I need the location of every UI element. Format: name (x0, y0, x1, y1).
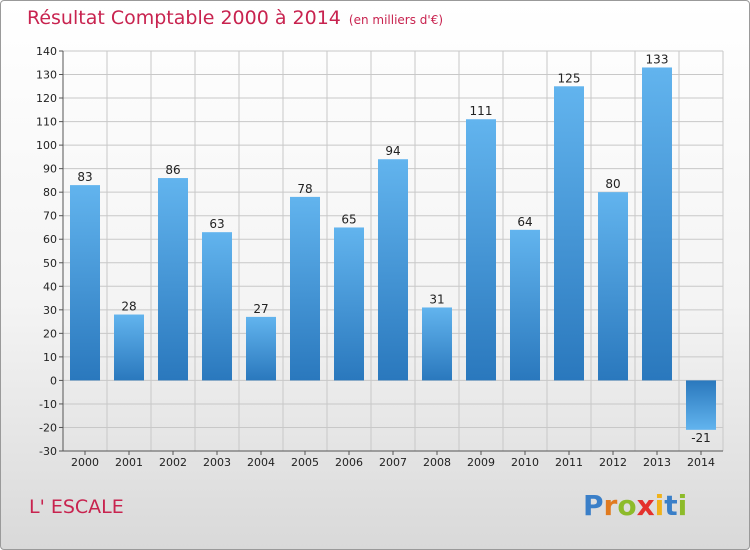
data-label: 78 (297, 182, 312, 196)
bar-2004 (246, 316, 276, 381)
logo-letter: x (636, 489, 655, 522)
x-tick-label: 2007 (379, 456, 407, 469)
logo-letter: i (654, 489, 665, 522)
bar-2002 (158, 178, 188, 381)
bar-2000 (70, 185, 100, 381)
y-tick-label: 120 (36, 92, 57, 105)
bar-2001 (114, 314, 144, 381)
bar-2003 (202, 232, 232, 381)
data-label: 31 (429, 292, 444, 306)
chart-title-text: Résultat Comptable 2000 à 2014 (27, 7, 341, 29)
y-tick-label: 20 (43, 327, 57, 340)
y-tick-label: -30 (39, 445, 57, 458)
logo-letter: t (664, 489, 678, 522)
y-tick-label: 80 (43, 186, 57, 199)
logo-letter: r (603, 489, 618, 522)
x-tick-label: 2012 (599, 456, 627, 469)
bar-2008 (422, 307, 452, 381)
data-label: 133 (646, 52, 669, 66)
data-label: 64 (517, 215, 532, 229)
data-label: 86 (165, 163, 180, 177)
commune-name: L' ESCALE (29, 496, 124, 518)
bar-2010 (510, 229, 540, 381)
data-label: 125 (558, 71, 581, 85)
y-tick-label: 140 (36, 45, 57, 58)
axes (59, 50, 723, 455)
bar-2007 (378, 159, 408, 381)
bar-2011 (554, 86, 584, 381)
x-tick-label: 2004 (247, 456, 275, 469)
chart-subtitle: (en milliers d'€) (348, 13, 444, 27)
y-tick-label: -20 (39, 421, 57, 434)
bar-2006 (334, 227, 364, 381)
y-tick-label: 10 (43, 351, 57, 364)
data-label: 94 (385, 144, 400, 158)
x-tick-label: 2006 (335, 456, 363, 469)
x-tick-label: 2013 (643, 456, 671, 469)
x-tick-label: 2002 (159, 456, 187, 469)
y-tick-label: 110 (36, 116, 57, 129)
data-label: 80 (605, 177, 620, 191)
y-tick-label: 130 (36, 69, 57, 82)
x-tick-label: 2010 (511, 456, 539, 469)
bar-2005 (290, 196, 320, 381)
labels: -30 -20 -10 0 10 20 30 40 50 60 70 80 90 100 110 120 130… (36, 45, 715, 469)
y-tick-label: 30 (43, 304, 57, 317)
proxiti-logo: Proxiti (583, 489, 687, 522)
x-tick-label: 2008 (423, 456, 451, 469)
data-label: -21 (691, 431, 711, 445)
data-label: 65 (341, 212, 356, 226)
x-tick-label: 2000 (71, 456, 99, 469)
x-tick-label: 2011 (555, 456, 583, 469)
bar-2014 (686, 380, 716, 430)
data-label: 111 (470, 104, 493, 118)
y-tick-label: 90 (43, 163, 57, 176)
bar-2012 (598, 192, 628, 381)
logo-letter: P (583, 489, 604, 522)
bars (70, 67, 716, 430)
x-tick-label: 2009 (467, 456, 495, 469)
x-tick-label: 2005 (291, 456, 319, 469)
x-tick-label: 2003 (203, 456, 231, 469)
y-tick-label: 40 (43, 280, 57, 293)
data-label: 28 (121, 300, 136, 314)
x-tick-label: 2014 (687, 456, 715, 469)
y-tick-label: 50 (43, 257, 57, 270)
logo-letter: i (677, 489, 688, 522)
bar-2013 (642, 67, 672, 381)
y-tick-label: 100 (36, 139, 57, 152)
y-tick-label: 70 (43, 210, 57, 223)
chart-title: Résultat Comptable 2000 à 2014 (en millie… (27, 7, 443, 29)
logo-letter: o (617, 489, 637, 522)
y-tick-label: -10 (39, 398, 57, 411)
data-label: 63 (209, 217, 224, 231)
bar-2009 (466, 119, 496, 381)
data-label: 83 (77, 170, 92, 184)
y-tick-label: 0 (50, 374, 57, 387)
x-tick-label: 2001 (115, 456, 143, 469)
data-label: 27 (253, 302, 268, 316)
y-tick-label: 60 (43, 233, 57, 246)
